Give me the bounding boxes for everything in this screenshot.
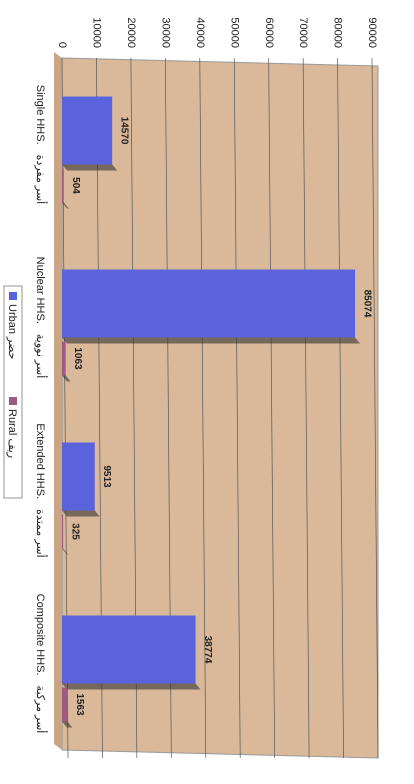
category-ar: أسر نووية (34, 334, 48, 378)
grid-line (199, 57, 207, 759)
grid-line (302, 57, 310, 759)
value-label: 14570 (119, 117, 130, 145)
y-tick-label: 60000 (263, 17, 275, 48)
y-tick-label: 90000 (366, 17, 378, 48)
category-en: Single HHS. (34, 85, 46, 145)
value-label: 9513 (101, 465, 112, 488)
value-label: 85074 (361, 290, 372, 318)
category-en: Composite HHS. (34, 594, 46, 676)
value-label: 1063 (72, 347, 83, 370)
bar-side (62, 683, 201, 690)
y-tick-label: 0 (56, 42, 68, 48)
plot-floor (54, 52, 62, 750)
legend-swatch (9, 397, 17, 405)
category-en: Extended HHS. (34, 423, 46, 499)
bar (62, 615, 196, 684)
value-label: 325 (69, 523, 80, 540)
grid-line (268, 57, 276, 759)
bar (61, 168, 64, 203)
y-tick-label: 40000 (194, 17, 206, 48)
y-tick-label: 70000 (297, 17, 309, 48)
x-tick-label: Extended HHS. أسر ممتدة (34, 423, 48, 557)
bar (62, 514, 64, 549)
grid-line (233, 57, 241, 759)
category-ar: أسر ممتدة (34, 509, 48, 558)
x-tick-label: Composite HHS. أسر مركبة (34, 594, 48, 734)
legend-label: Urban حضر (6, 304, 18, 359)
value-label: 1563 (74, 693, 85, 716)
x-tick-label: Nuclear HHS. أسر نووية (34, 257, 48, 379)
x-tick-label: Single HHS. أسر مفردة (34, 85, 48, 205)
category-ar: أسر مركبة (34, 686, 48, 734)
bar (61, 96, 113, 165)
bar (62, 269, 356, 338)
bar (62, 442, 95, 511)
y-tick-label: 30000 (159, 17, 171, 48)
legend-label: Rural ريف (6, 409, 18, 458)
y-tick-label: 80000 (332, 17, 344, 48)
legend-swatch (9, 292, 17, 300)
grid-line (337, 57, 344, 759)
bar-side (62, 721, 73, 728)
bar-side (62, 548, 69, 555)
bar-side (62, 510, 100, 517)
category-ar: أسر مفردة (34, 155, 48, 205)
bar-side (62, 375, 71, 382)
grid-line (371, 57, 379, 759)
bar (62, 687, 68, 722)
bar-side (62, 202, 69, 209)
rotated-chart: 0 10000 20000 30000 40000 50000 60000 70000 8000… (3, 17, 379, 759)
y-tick-label: 10000 (91, 17, 103, 48)
category-en: Nuclear HHS. (34, 257, 46, 324)
value-label: 504 (70, 177, 81, 194)
bar (61, 341, 66, 376)
bar-side (62, 164, 118, 171)
legend-box (3, 285, 23, 499)
value-label: 38774 (202, 636, 213, 664)
bar-side (62, 337, 361, 344)
y-tick-label: 50000 (228, 17, 240, 48)
y-tick-label: 20000 (125, 17, 137, 48)
